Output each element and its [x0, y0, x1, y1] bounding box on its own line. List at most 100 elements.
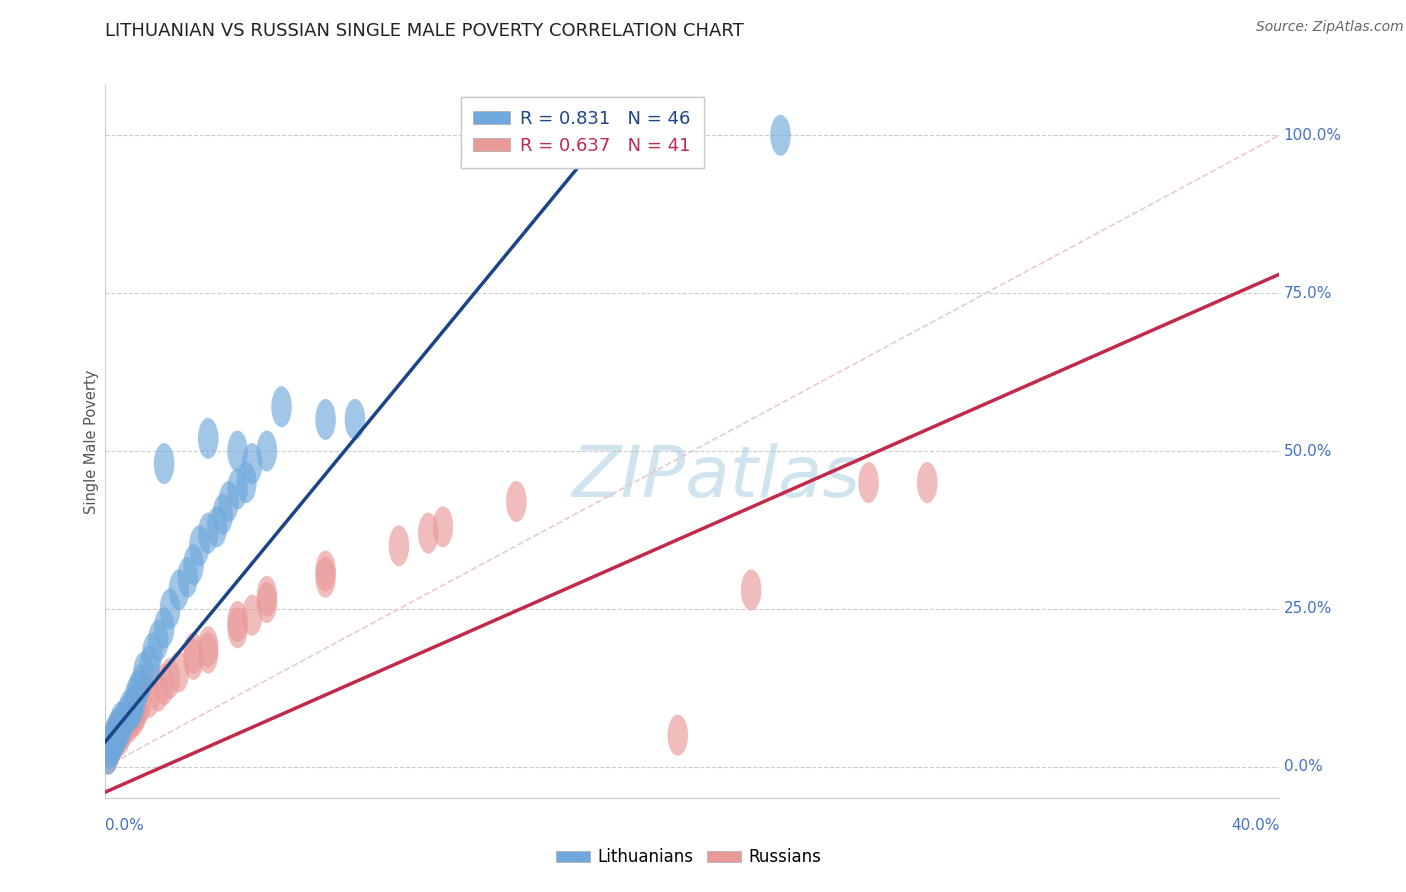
Ellipse shape	[315, 557, 336, 598]
Ellipse shape	[128, 690, 148, 731]
Ellipse shape	[148, 620, 169, 661]
Ellipse shape	[418, 513, 439, 554]
Ellipse shape	[741, 569, 762, 610]
Ellipse shape	[98, 733, 118, 774]
Ellipse shape	[110, 702, 131, 743]
Ellipse shape	[207, 507, 228, 548]
Text: ZIPatlas: ZIPatlas	[571, 442, 860, 512]
Y-axis label: Single Male Poverty: Single Male Poverty	[83, 369, 98, 514]
Ellipse shape	[257, 431, 277, 472]
Ellipse shape	[125, 690, 145, 731]
Ellipse shape	[917, 462, 938, 503]
Ellipse shape	[125, 696, 145, 737]
Ellipse shape	[112, 702, 134, 743]
Ellipse shape	[858, 462, 879, 503]
Ellipse shape	[506, 481, 527, 522]
Ellipse shape	[104, 721, 125, 762]
Ellipse shape	[228, 601, 247, 642]
Ellipse shape	[198, 626, 218, 667]
Ellipse shape	[139, 645, 160, 686]
Ellipse shape	[131, 683, 150, 724]
Ellipse shape	[153, 665, 174, 706]
Ellipse shape	[110, 714, 131, 756]
Ellipse shape	[218, 481, 239, 522]
Ellipse shape	[134, 651, 153, 692]
Ellipse shape	[104, 721, 125, 762]
Ellipse shape	[125, 677, 145, 718]
Ellipse shape	[177, 557, 198, 598]
Legend: Lithuanians, Russians: Lithuanians, Russians	[550, 842, 828, 873]
Ellipse shape	[344, 399, 366, 440]
Ellipse shape	[183, 632, 204, 673]
Ellipse shape	[128, 671, 148, 712]
Ellipse shape	[118, 690, 139, 731]
Ellipse shape	[271, 386, 292, 427]
Ellipse shape	[110, 708, 131, 749]
Ellipse shape	[125, 683, 145, 724]
Ellipse shape	[169, 651, 188, 692]
Ellipse shape	[188, 525, 209, 566]
Ellipse shape	[103, 721, 124, 762]
Ellipse shape	[103, 721, 124, 762]
Ellipse shape	[112, 708, 134, 749]
Ellipse shape	[183, 544, 204, 585]
Ellipse shape	[100, 727, 120, 768]
Ellipse shape	[139, 677, 160, 718]
Text: 40.0%: 40.0%	[1232, 818, 1279, 833]
Text: LITHUANIAN VS RUSSIAN SINGLE MALE POVERTY CORRELATION CHART: LITHUANIAN VS RUSSIAN SINGLE MALE POVERT…	[105, 22, 744, 40]
Ellipse shape	[257, 582, 277, 624]
Ellipse shape	[242, 595, 263, 636]
Ellipse shape	[228, 431, 247, 472]
Ellipse shape	[198, 417, 218, 458]
Ellipse shape	[236, 462, 257, 503]
Ellipse shape	[770, 115, 790, 156]
Ellipse shape	[652, 115, 673, 156]
Ellipse shape	[160, 589, 180, 630]
Ellipse shape	[107, 708, 128, 749]
Text: Source: ZipAtlas.com: Source: ZipAtlas.com	[1256, 20, 1403, 34]
Ellipse shape	[198, 632, 218, 673]
Ellipse shape	[107, 714, 128, 756]
Ellipse shape	[433, 507, 453, 548]
Ellipse shape	[104, 714, 125, 756]
Text: 75.0%: 75.0%	[1284, 285, 1331, 301]
Ellipse shape	[121, 690, 142, 731]
Ellipse shape	[520, 115, 541, 156]
Ellipse shape	[118, 702, 139, 743]
Ellipse shape	[115, 702, 136, 743]
Ellipse shape	[477, 115, 498, 156]
Ellipse shape	[668, 714, 688, 756]
Ellipse shape	[198, 513, 218, 554]
Ellipse shape	[100, 727, 120, 768]
Ellipse shape	[110, 708, 131, 749]
Ellipse shape	[228, 607, 247, 648]
Ellipse shape	[388, 525, 409, 566]
Ellipse shape	[228, 468, 247, 509]
Ellipse shape	[315, 550, 336, 591]
Text: 0.0%: 0.0%	[1284, 759, 1323, 774]
Ellipse shape	[148, 671, 169, 712]
Text: 0.0%: 0.0%	[105, 818, 145, 833]
Ellipse shape	[101, 724, 121, 765]
Text: 100.0%: 100.0%	[1284, 128, 1341, 143]
Ellipse shape	[131, 665, 150, 706]
Legend: R = 0.831   N = 46, R = 0.637   N = 41: R = 0.831 N = 46, R = 0.637 N = 41	[461, 97, 703, 168]
Ellipse shape	[98, 733, 118, 774]
Ellipse shape	[315, 399, 336, 440]
Ellipse shape	[212, 493, 233, 534]
Ellipse shape	[242, 443, 263, 484]
Ellipse shape	[160, 657, 180, 698]
Ellipse shape	[101, 727, 121, 768]
Ellipse shape	[183, 639, 204, 680]
Ellipse shape	[169, 569, 188, 610]
Ellipse shape	[104, 714, 125, 756]
Text: 50.0%: 50.0%	[1284, 443, 1331, 458]
Ellipse shape	[121, 696, 142, 737]
Ellipse shape	[153, 607, 174, 648]
Ellipse shape	[257, 575, 277, 616]
Ellipse shape	[142, 632, 163, 673]
Ellipse shape	[115, 696, 136, 737]
Text: 25.0%: 25.0%	[1284, 601, 1331, 616]
Ellipse shape	[153, 443, 174, 484]
Ellipse shape	[107, 714, 128, 756]
